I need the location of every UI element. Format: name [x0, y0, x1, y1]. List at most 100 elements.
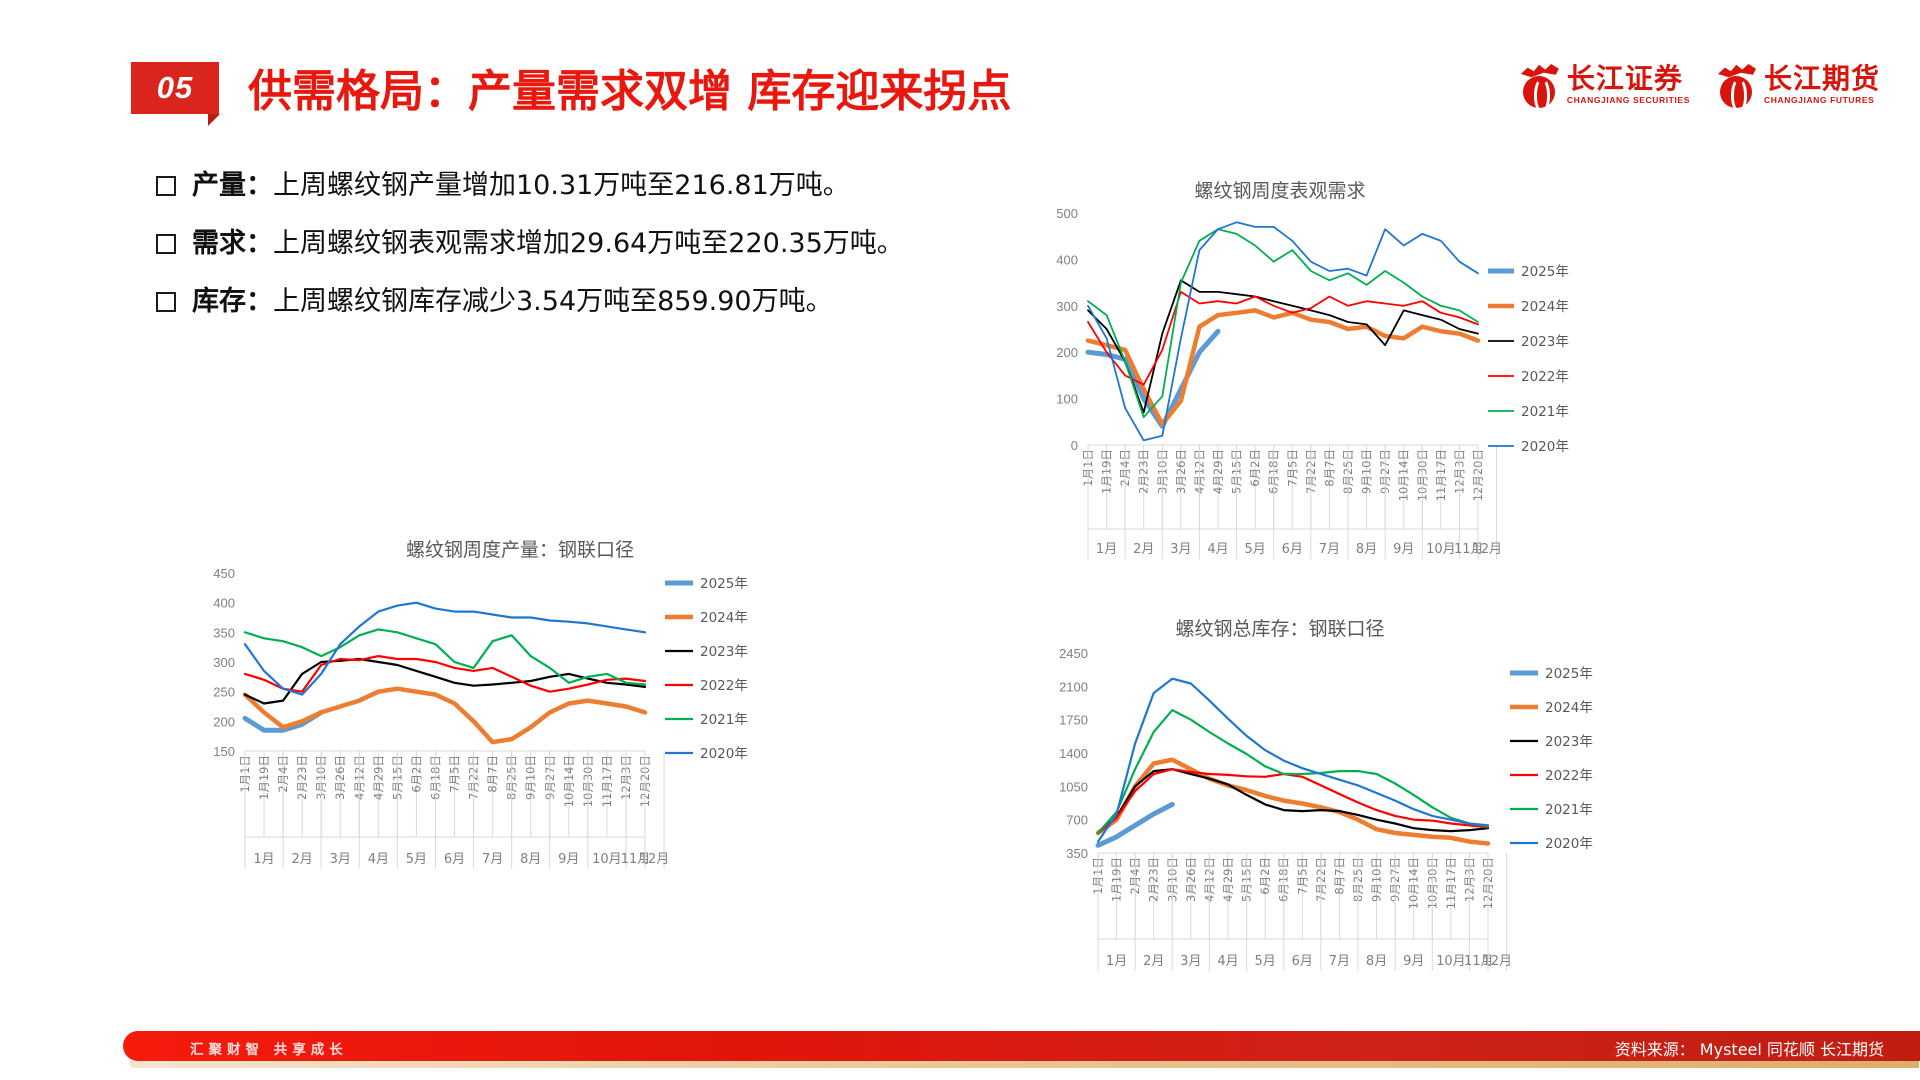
x-axis-tick-label: 4月29日 [371, 755, 385, 800]
chart-inventory: 350 700 1050 1400 1750 2100 2450 1月1日 1月19日 2月4日 2… [1040, 645, 1620, 985]
y-axis-tick-label: 2450 [1059, 646, 1088, 661]
footer-source: 资料来源： Mysteel 同花顺 长江期货 [1614, 1040, 1884, 1059]
legend-label-2021年: 2021年 [700, 712, 748, 728]
legend-label-2020年: 2020年 [1545, 836, 1593, 852]
month-label: 1月 [1096, 542, 1117, 557]
x-axis-tick-label: 8月7日 [1332, 857, 1346, 895]
x-axis-tick-label: 11月17日 [1444, 857, 1458, 909]
changjiang-futures-logo: 长江期货 CHANGJIANG FUTURES [1716, 62, 1880, 112]
list-item: 需求：上周螺纹钢表观需求增加29.64万吨至220.35万吨。 [156, 224, 986, 264]
list-item: 产量：上周螺纹钢产量增加10.31万吨至216.81万吨。 [156, 166, 986, 206]
month-label: 9月 [1403, 954, 1424, 969]
series-line-2023年 [243, 657, 647, 705]
bullet-square-icon [156, 291, 176, 312]
series-line-2023年 [1096, 768, 1490, 835]
logo-en-text: CHANGJIANG SECURITIES [1566, 95, 1690, 106]
logo-cn-text: 长江证券 [1566, 62, 1683, 96]
bullet-square-icon [156, 233, 176, 254]
x-axis-tick-label: 3月26日 [1174, 449, 1188, 494]
x-axis-tick-label: 4月29日 [1211, 449, 1225, 494]
x-axis-tick-label: 7月5日 [448, 755, 462, 793]
series-line-2022年 [243, 654, 647, 693]
x-axis-tick-label: 2月23日 [1147, 857, 1161, 902]
y-axis-tick-label: 400 [213, 596, 235, 611]
legend-label-2023年: 2023年 [1545, 734, 1593, 750]
month-label: 10月 [1436, 954, 1466, 969]
month-label: 1月 [1106, 954, 1127, 969]
y-axis-tick-label: 250 [213, 685, 235, 700]
month-label: 8月 [520, 852, 541, 867]
month-label: 11月 [1454, 542, 1484, 557]
legend-label-2022年: 2022年 [1521, 369, 1569, 385]
x-axis-tick-label: 1月19日 [1110, 857, 1124, 902]
y-axis-tick-label: 700 [1066, 813, 1088, 828]
x-axis-tick-label: 7月5日 [1285, 449, 1299, 487]
bullet-text: 上周螺纹钢产量增加10.31万吨至216.81万吨。 [273, 170, 850, 201]
legend-label-2024年: 2024年 [700, 610, 748, 626]
month-label: 6月 [1282, 542, 1303, 557]
month-label: 2月 [1143, 954, 1164, 969]
month-label: 8月 [1366, 954, 1387, 969]
y-axis-tick-label: 200 [1056, 345, 1078, 360]
legend-label-2020年: 2020年 [1521, 439, 1569, 455]
x-axis-tick-label: 2月23日 [1137, 449, 1151, 494]
month-label: 6月 [1292, 954, 1313, 969]
series-line-2022年 [1096, 768, 1490, 835]
x-axis-tick-label: 10月14日 [1397, 449, 1411, 501]
list-item: 库存：上周螺纹钢库存减少3.54万吨至859.90万吨。 [156, 282, 986, 322]
month-label: 10月 [1426, 542, 1456, 557]
legend-label-2025年: 2025年 [700, 576, 748, 592]
month-label: 4月 [368, 852, 389, 867]
bullet-square-icon [156, 176, 176, 196]
legend-label-2024年: 2024年 [1545, 700, 1593, 716]
x-axis-tick-label: 8月7日 [486, 755, 500, 793]
x-axis-tick-label: 1月19日 [257, 755, 271, 800]
page-title: 供需格局：产量需求双增 库存迎来拐点 [248, 66, 1012, 117]
x-axis-tick-label: 3月26日 [333, 755, 347, 800]
month-label: 12月 [1473, 542, 1503, 557]
legend-label-2022年: 2022年 [700, 678, 748, 694]
legend-label-2025年: 2025年 [1545, 666, 1593, 682]
y-axis-tick-label: 450 [213, 566, 235, 581]
series-line-2020年 [1096, 677, 1490, 843]
footer-bar [123, 1031, 1920, 1068]
month-label: 3月 [1170, 542, 1191, 557]
month-label: 5月 [406, 852, 427, 867]
bullet-label: 库存： [192, 285, 273, 317]
y-axis-tick-label: 300 [213, 655, 235, 670]
y-axis-tick-label: 1750 [1059, 713, 1088, 728]
series-line-2023年 [1087, 279, 1479, 414]
month-label: 12月 [1483, 954, 1513, 969]
bullet-text: 上周螺纹钢库存减少3.54万吨至859.90万吨。 [273, 285, 833, 317]
legend-label-2024年: 2024年 [1521, 299, 1569, 315]
bullet-list: 产量：上周螺纹钢产量增加10.31万吨至216.81万吨。 需求：上周螺纹钢表观… [156, 166, 986, 340]
legend-label-2025年: 2025年 [1521, 264, 1569, 280]
bullet-label: 产量： [192, 170, 273, 201]
chart-demand: 0 100 200 300 400 500 1月1日 1月19日 2月4日 2月23日 3月10日 3… [1040, 205, 1570, 565]
x-axis-tick-label: 1月19日 [1100, 449, 1114, 494]
x-axis-tick-label: 6月2日 [1248, 449, 1262, 487]
month-label: 7月 [1329, 954, 1350, 969]
x-axis-tick-label: 6月2日 [1258, 857, 1272, 895]
x-axis-tick-label: 9月10日 [524, 755, 538, 800]
month-label: 1月 [253, 852, 274, 867]
month-label: 2月 [292, 852, 313, 867]
series-line-2022年 [1087, 291, 1479, 386]
x-axis-tick-label: 10月14日 [562, 755, 576, 807]
x-axis-tick-label: 9月10日 [1370, 857, 1384, 902]
series-line-2025年 [1095, 801, 1175, 848]
month-label: 2月 [1133, 542, 1154, 557]
y-axis-tick-label: 1050 [1059, 779, 1088, 794]
legend-label-2023年: 2023年 [700, 644, 748, 660]
footer-slogan: 汇聚财智 共享成长 [190, 1042, 348, 1058]
series-line-2020年 [243, 601, 647, 696]
legend-label-2021年: 2021年 [1521, 404, 1569, 420]
month-label: 5月 [1245, 542, 1266, 557]
x-axis-tick-label: 9月10日 [1360, 449, 1374, 494]
y-axis-tick-label: 150 [213, 744, 235, 759]
logo-cn-text: 长江期货 [1763, 62, 1880, 96]
legend-label-2023年: 2023年 [1521, 334, 1569, 350]
changjiang-securities-logo: 长江证券 CHANGJIANG SECURITIES [1519, 62, 1690, 112]
month-label: 12月 [640, 852, 670, 867]
